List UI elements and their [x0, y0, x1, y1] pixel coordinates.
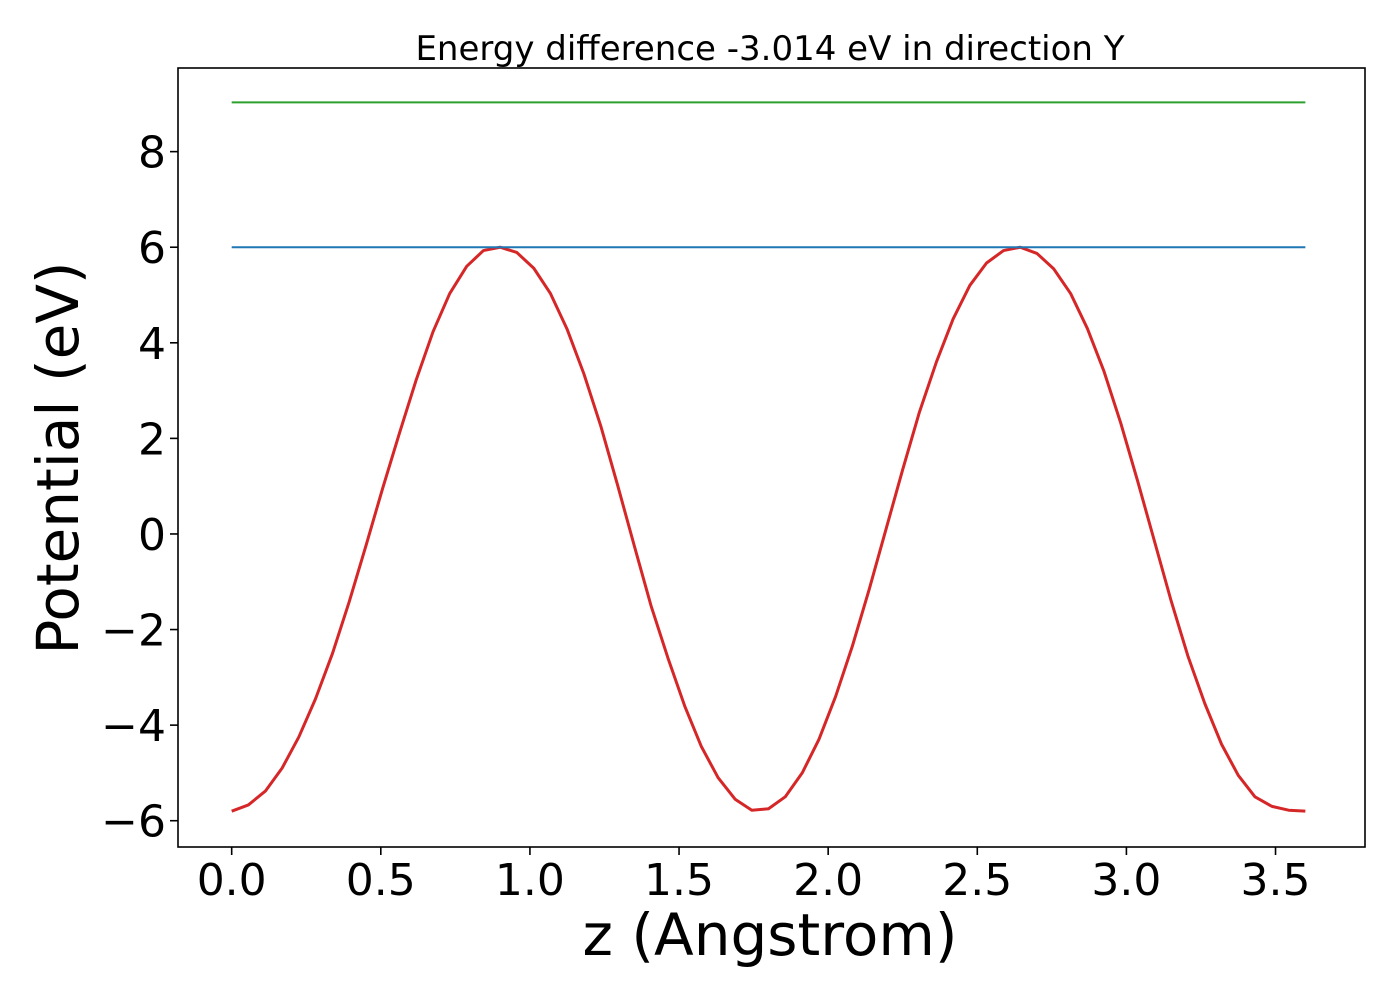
- x-tick-label: 0.5: [346, 855, 416, 906]
- x-tick-label: 2.0: [793, 855, 863, 906]
- y-tick-label: 4: [138, 319, 166, 370]
- x-tick-label: 2.5: [942, 855, 1012, 906]
- x-tick-label: 1.5: [644, 855, 714, 906]
- y-tick-label: −6: [101, 797, 166, 848]
- y-tick-label: −2: [101, 606, 166, 657]
- x-tick-label: 0.0: [197, 855, 267, 906]
- y-tick-label: 8: [138, 128, 166, 179]
- plot-frame: [177, 67, 1366, 848]
- y-axis-ticks: −6 −4 −2 0 2 4 6 8: [101, 128, 178, 848]
- y-axis-label: Potential (eV): [24, 261, 92, 654]
- y-tick-label: −4: [101, 701, 166, 752]
- x-tick-label: 3.0: [1091, 855, 1161, 906]
- series-line-1: [231, 245, 1306, 813]
- x-tick-label: 1.0: [495, 855, 565, 906]
- y-tick-label: 6: [138, 223, 166, 274]
- chart-title: Energy difference -3.014 eV in direction…: [415, 29, 1124, 69]
- y-tick-label: 0: [138, 510, 166, 561]
- x-axis-label: z (Angstrom): [583, 901, 958, 969]
- series-group: [231, 101, 1306, 813]
- x-tick-label: 3.5: [1241, 855, 1311, 906]
- y-tick-label: 2: [138, 414, 166, 465]
- x-axis-ticks: 0.0 0.5 1.0 1.5 2.0 2.5 3.0 3.5: [197, 847, 1311, 906]
